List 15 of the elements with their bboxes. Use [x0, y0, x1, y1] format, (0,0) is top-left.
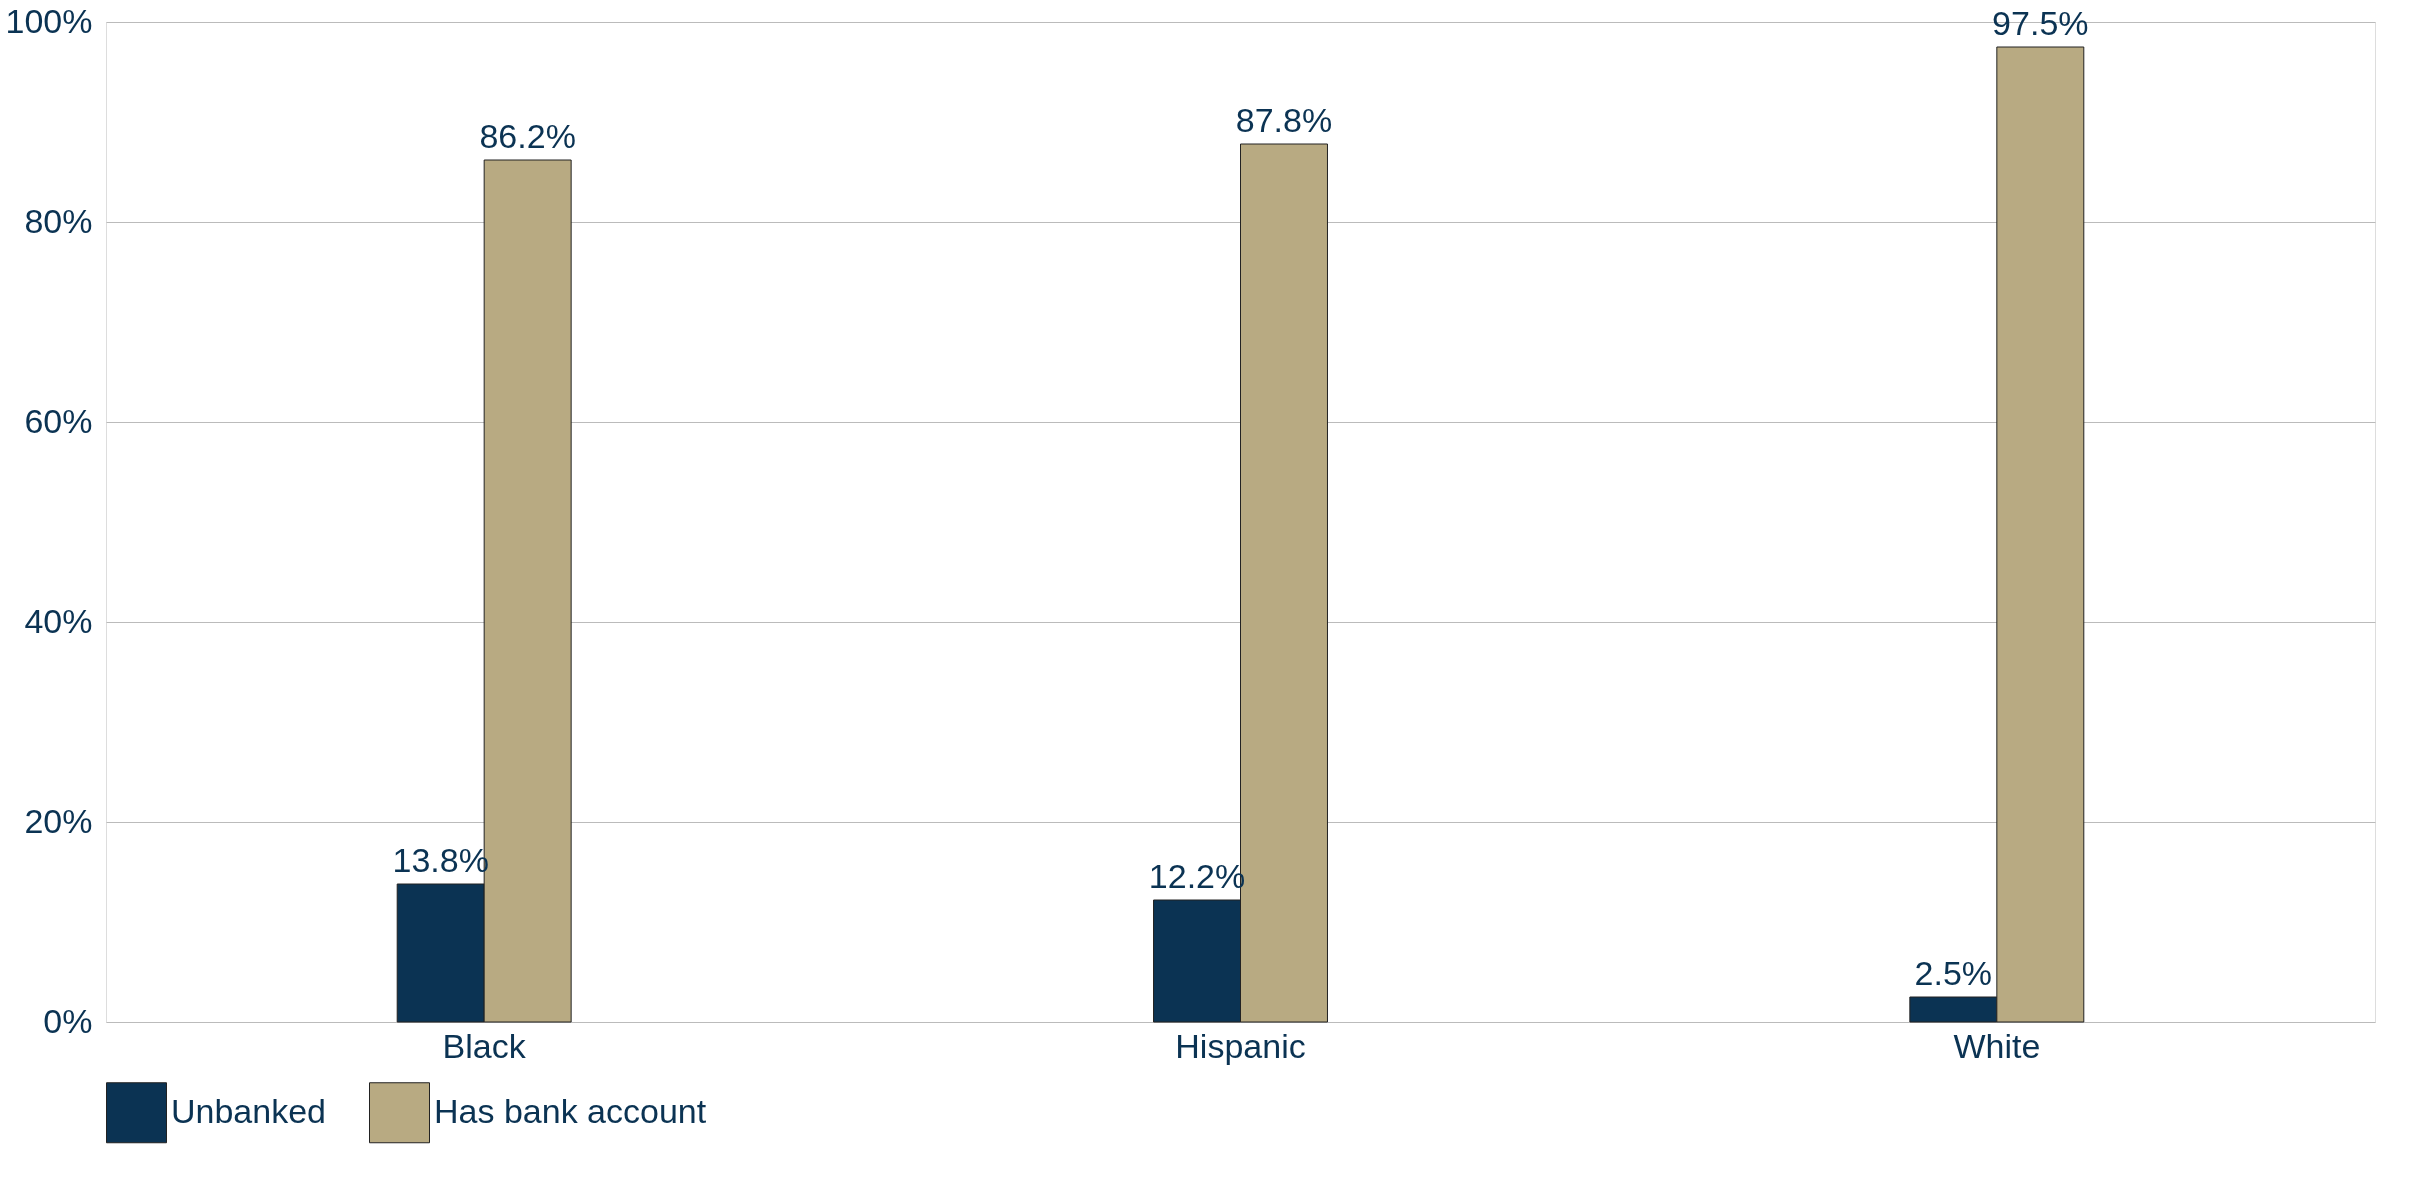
y-tick-label: 60%: [24, 401, 93, 440]
data-label: 2.5%: [1914, 954, 1993, 992]
data-label: 97.5%: [1992, 4, 2089, 42]
data-label: 87.8%: [1235, 101, 1333, 139]
legend-label: Has bank account: [434, 1091, 707, 1130]
y-tick-label: 0%: [43, 1001, 93, 1040]
y-tick-label: 80%: [24, 201, 93, 240]
data-label: 86.2%: [479, 117, 576, 155]
y-tick-label: 40%: [24, 601, 93, 640]
y-tick-label: 20%: [24, 801, 93, 840]
x-tick-label: Hispanic: [1175, 1026, 1306, 1065]
y-tick-label: 100%: [5, 1, 93, 40]
legend-label: Unbanked: [171, 1091, 327, 1130]
x-tick-label: Black: [442, 1026, 527, 1065]
x-tick-label: White: [1953, 1026, 2041, 1065]
